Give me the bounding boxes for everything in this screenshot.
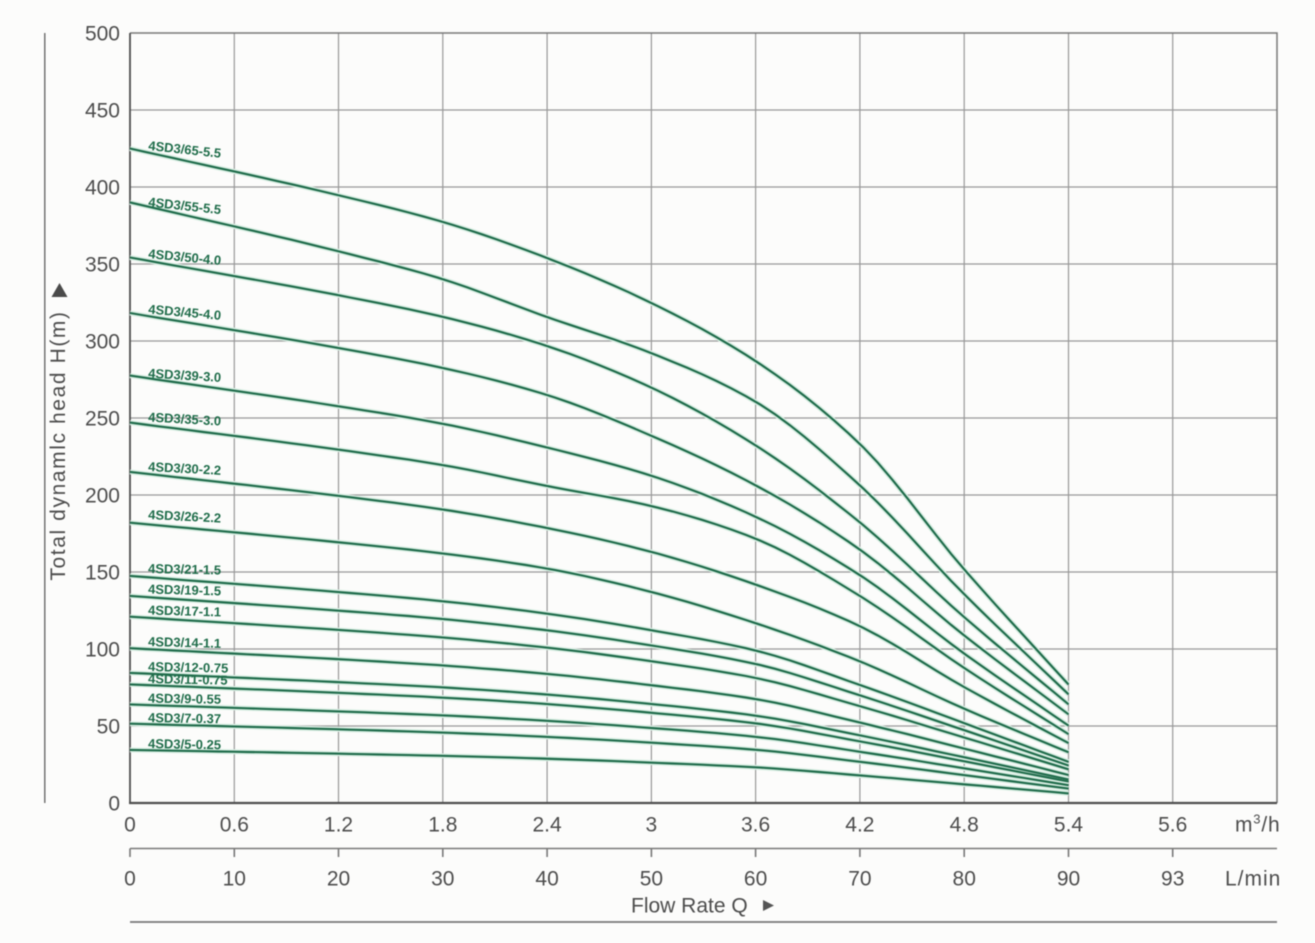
svg-text:350: 350 xyxy=(85,254,120,277)
svg-text:4SD3/12-0.75: 4SD3/12-0.75 xyxy=(148,659,229,676)
svg-text:L/min: L/min xyxy=(1225,868,1281,891)
svg-text:5.4: 5.4 xyxy=(1054,814,1084,837)
svg-text:40: 40 xyxy=(535,868,558,891)
svg-text:50: 50 xyxy=(97,716,120,739)
svg-text:4SD3/50-4.0: 4SD3/50-4.0 xyxy=(148,246,222,268)
svg-text:70: 70 xyxy=(848,868,871,891)
svg-text:4SD3/19-1.5: 4SD3/19-1.5 xyxy=(148,582,221,599)
svg-text:0: 0 xyxy=(108,793,120,816)
svg-text:250: 250 xyxy=(85,408,120,431)
svg-text:4SD3/26-2.2: 4SD3/26-2.2 xyxy=(148,507,222,526)
svg-text:50: 50 xyxy=(640,868,663,891)
svg-text:4.8: 4.8 xyxy=(950,814,979,837)
svg-text:0: 0 xyxy=(124,814,136,837)
svg-text:4SD3/9-0.55: 4SD3/9-0.55 xyxy=(148,691,221,707)
svg-text:Flow Rate Q: Flow Rate Q xyxy=(631,895,748,918)
svg-text:450: 450 xyxy=(85,100,120,123)
svg-text:200: 200 xyxy=(85,485,120,508)
svg-text:Total dynamlc head H(m): Total dynamlc head H(m) xyxy=(47,310,70,580)
svg-text:10: 10 xyxy=(223,868,246,891)
svg-text:4SD3/5-0.25: 4SD3/5-0.25 xyxy=(148,736,221,752)
svg-text:90: 90 xyxy=(1057,868,1080,891)
svg-text:4SD3/14-1.1: 4SD3/14-1.1 xyxy=(148,634,221,651)
svg-text:93: 93 xyxy=(1161,868,1184,891)
svg-text:3: 3 xyxy=(646,814,658,837)
svg-text:m3/h: m3/h xyxy=(1235,812,1280,837)
svg-text:20: 20 xyxy=(327,868,350,891)
svg-text:4SD3/7-0.37: 4SD3/7-0.37 xyxy=(148,710,221,726)
svg-text:4SD3/39-3.0: 4SD3/39-3.0 xyxy=(148,366,222,385)
svg-text:0.6: 0.6 xyxy=(220,814,249,837)
svg-text:4SD3/21-1.5: 4SD3/21-1.5 xyxy=(148,561,221,578)
svg-text:4SD3/45-4.0: 4SD3/45-4.0 xyxy=(148,302,222,323)
svg-text:400: 400 xyxy=(85,177,120,200)
svg-text:4.2: 4.2 xyxy=(845,814,874,837)
svg-text:4SD3/17-1.1: 4SD3/17-1.1 xyxy=(148,603,221,620)
svg-text:2.4: 2.4 xyxy=(532,814,562,837)
svg-text:150: 150 xyxy=(85,562,120,585)
svg-text:1.8: 1.8 xyxy=(428,814,457,837)
svg-text:30: 30 xyxy=(431,868,454,891)
svg-text:80: 80 xyxy=(953,868,976,891)
svg-text:5.6: 5.6 xyxy=(1158,814,1187,837)
svg-text:4SD3/35-3.0: 4SD3/35-3.0 xyxy=(148,410,222,429)
svg-text:4SD3/30-2.2: 4SD3/30-2.2 xyxy=(148,459,222,478)
svg-text:3.6: 3.6 xyxy=(741,814,770,837)
svg-text:500: 500 xyxy=(85,23,120,46)
svg-text:1.2: 1.2 xyxy=(324,814,353,837)
svg-text:300: 300 xyxy=(85,331,120,354)
svg-text:60: 60 xyxy=(744,868,767,891)
svg-text:4SD3/11-0.75: 4SD3/11-0.75 xyxy=(148,671,228,688)
svg-text:100: 100 xyxy=(85,639,120,662)
svg-text:0: 0 xyxy=(124,868,136,891)
